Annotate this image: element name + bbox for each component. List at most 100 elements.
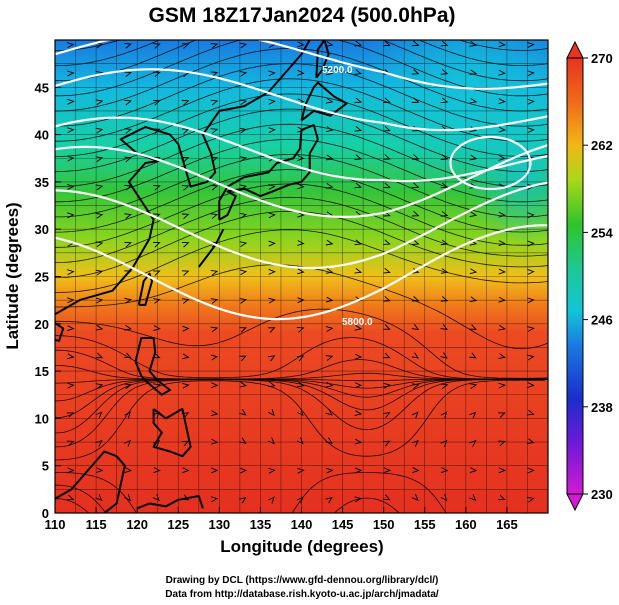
flow-arrow: [239, 156, 248, 162]
height-contour: [55, 181, 548, 270]
flow-arrow: [469, 296, 478, 303]
flow-arrow: [411, 97, 420, 103]
flow-arrow: [268, 212, 276, 219]
flow-arrow: [527, 382, 535, 388]
flow-arrow: [181, 213, 190, 220]
flow-arrow: [124, 324, 133, 331]
flow-arrow: [296, 355, 305, 362]
x-axis-ticks: 110 115 120 125 130 135 140 145 150 155 160 165: [45, 507, 518, 532]
flow-arrow: [383, 239, 391, 245]
flow-arrow: [152, 494, 160, 502]
flow-arrow: [469, 494, 477, 501]
streamline: [55, 169, 548, 233]
flow-arrow: [383, 125, 391, 132]
colorbar-gradient: [566, 57, 584, 495]
flow-arrow: [527, 409, 535, 416]
flow-arrow: [325, 69, 334, 76]
flow-arrow: [354, 267, 363, 274]
flow-arrow: [469, 324, 477, 330]
flow-arrow: [153, 352, 161, 359]
flow-arrow: [268, 467, 276, 474]
flow-arrow: [124, 71, 132, 78]
flow-arrow: [296, 437, 304, 445]
flow-arrow: [181, 185, 190, 191]
flow-arrow: [239, 269, 248, 276]
flow-arrow: [411, 154, 420, 160]
flow-arrow: [239, 99, 248, 106]
flow-arrow: [297, 41, 305, 48]
coastline: [136, 495, 204, 510]
flow-arrow: [440, 296, 449, 302]
flow-arrow: [239, 496, 247, 504]
flow-arrow: [498, 98, 506, 105]
flow-arrow: [296, 381, 305, 388]
flow-arrow: [411, 69, 420, 75]
flow-arrow: [124, 439, 132, 447]
flow-arrow: [67, 212, 75, 219]
flow-arrow: [354, 467, 363, 474]
flow-arrow: [124, 383, 132, 390]
grid-lines: [55, 40, 548, 513]
x-tick-label: 125: [167, 517, 189, 532]
flow-arrow: [239, 381, 248, 388]
y-tick-label: 5: [42, 459, 49, 474]
flow-arrow: [440, 268, 449, 274]
flow-arrow: [411, 296, 420, 302]
flow-arrow: [95, 352, 104, 359]
flow-arrow: [498, 382, 506, 389]
x-tick-label: 115: [86, 517, 107, 532]
height-contour: [55, 143, 548, 218]
flow-arrow: [440, 69, 449, 75]
flow-arrow: [354, 154, 363, 160]
flow-arrow: [268, 327, 276, 333]
flow-arrow: [210, 326, 219, 333]
flow-arrow: [325, 126, 334, 133]
y-axis-label: Latitude (degrees): [3, 202, 22, 349]
flow-arrow: [411, 439, 419, 447]
flow-arrow: [325, 97, 334, 104]
flow-arrow: [153, 325, 161, 331]
colorbar-bottom-arrow: [566, 493, 584, 512]
flow-arrow: [469, 467, 478, 474]
flow-arrow: [297, 297, 305, 304]
flow-arrow: [153, 383, 161, 390]
credit-line-2: Data from http://database.rish.kyoto-u.a…: [165, 589, 439, 600]
flow-arrow: [95, 99, 104, 106]
flow-arrow: [239, 298, 248, 304]
flow-arrow: [325, 437, 333, 444]
flow-arrow: [440, 352, 448, 359]
flow-arrow: [354, 69, 363, 75]
flow-arrow: [527, 240, 535, 247]
flow-arrow: [95, 383, 104, 389]
flow-arrow: [95, 297, 104, 304]
flow-arrow: [383, 352, 391, 359]
flow-arrow: [124, 241, 132, 248]
flow-arrow: [411, 494, 419, 502]
flow-arrow: [239, 71, 248, 77]
flow-arrow: [153, 270, 161, 276]
flow-arrow: [383, 412, 391, 419]
flow-arrow: [210, 99, 219, 106]
flow-arrow: [469, 69, 478, 76]
flow-arrow: [182, 353, 190, 360]
flow-arrow: [383, 296, 391, 302]
flow-arrow: [383, 467, 391, 474]
flow-arrow: [153, 242, 161, 248]
flow-arrow: [498, 296, 506, 303]
flow-arrow: [354, 325, 363, 331]
flow-arrow: [267, 355, 276, 362]
y-tick-label: 40: [35, 128, 49, 143]
flow-arrow: [210, 128, 219, 134]
closed-low-contour: [449, 135, 532, 191]
flow-arrow: [325, 296, 334, 303]
flow-arrow: [498, 353, 506, 359]
flow-arrow: [527, 212, 535, 219]
flow-arrow: [325, 326, 334, 332]
coastline: [315, 40, 330, 79]
flow-arrow: [95, 156, 104, 162]
flow-arrow: [440, 239, 449, 246]
flow-arrow: [124, 411, 131, 419]
flow-arrow: [325, 239, 334, 246]
flow-arrow: [239, 437, 247, 444]
flow-arrow: [527, 497, 535, 503]
